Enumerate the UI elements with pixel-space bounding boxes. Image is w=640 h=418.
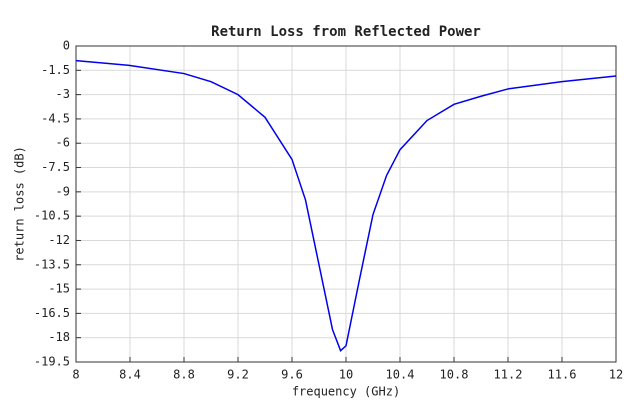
x-tick-label: 10.8 [440,368,469,382]
x-tick-label: 9.2 [227,368,249,382]
y-tick-label: -16.5 [34,306,70,320]
x-tick-label: 8.4 [119,368,141,382]
y-axis-label: return loss (dB) [13,146,27,262]
data-line [75,59,617,352]
y-tick-label: -13.5 [34,257,70,271]
x-axis-label: frequency (GHz) [292,385,400,399]
x-tick-label: 11.6 [548,368,577,382]
chart-title: Return Loss from Reflected Power [211,24,481,40]
y-tick-label: -18 [48,330,70,344]
y-tick-label: -1.5 [41,63,70,77]
x-tick-label: 9.6 [281,368,303,382]
y-tick-label: -6 [56,136,70,150]
y-tick-label: -12 [48,233,70,247]
x-tick-label: 12 [609,368,623,382]
plot-frame [75,45,617,363]
y-tick-label: -4.5 [41,111,70,125]
y-tick-label: -7.5 [41,160,70,174]
x-tick-label: 10.4 [386,368,415,382]
x-tick-label: 10 [339,368,353,382]
y-tick-label: 0 [63,39,70,53]
x-tick-label: 8.8 [173,368,195,382]
x-tick-label: 8 [72,368,79,382]
x-tick-label: 11.2 [494,368,523,382]
y-tick-label: -10.5 [34,209,70,223]
y-tick-label: -9 [56,184,70,198]
y-tick-label: -15 [48,282,70,296]
y-tick-label: -3 [56,87,70,101]
y-tick-label: -19.5 [34,355,70,369]
